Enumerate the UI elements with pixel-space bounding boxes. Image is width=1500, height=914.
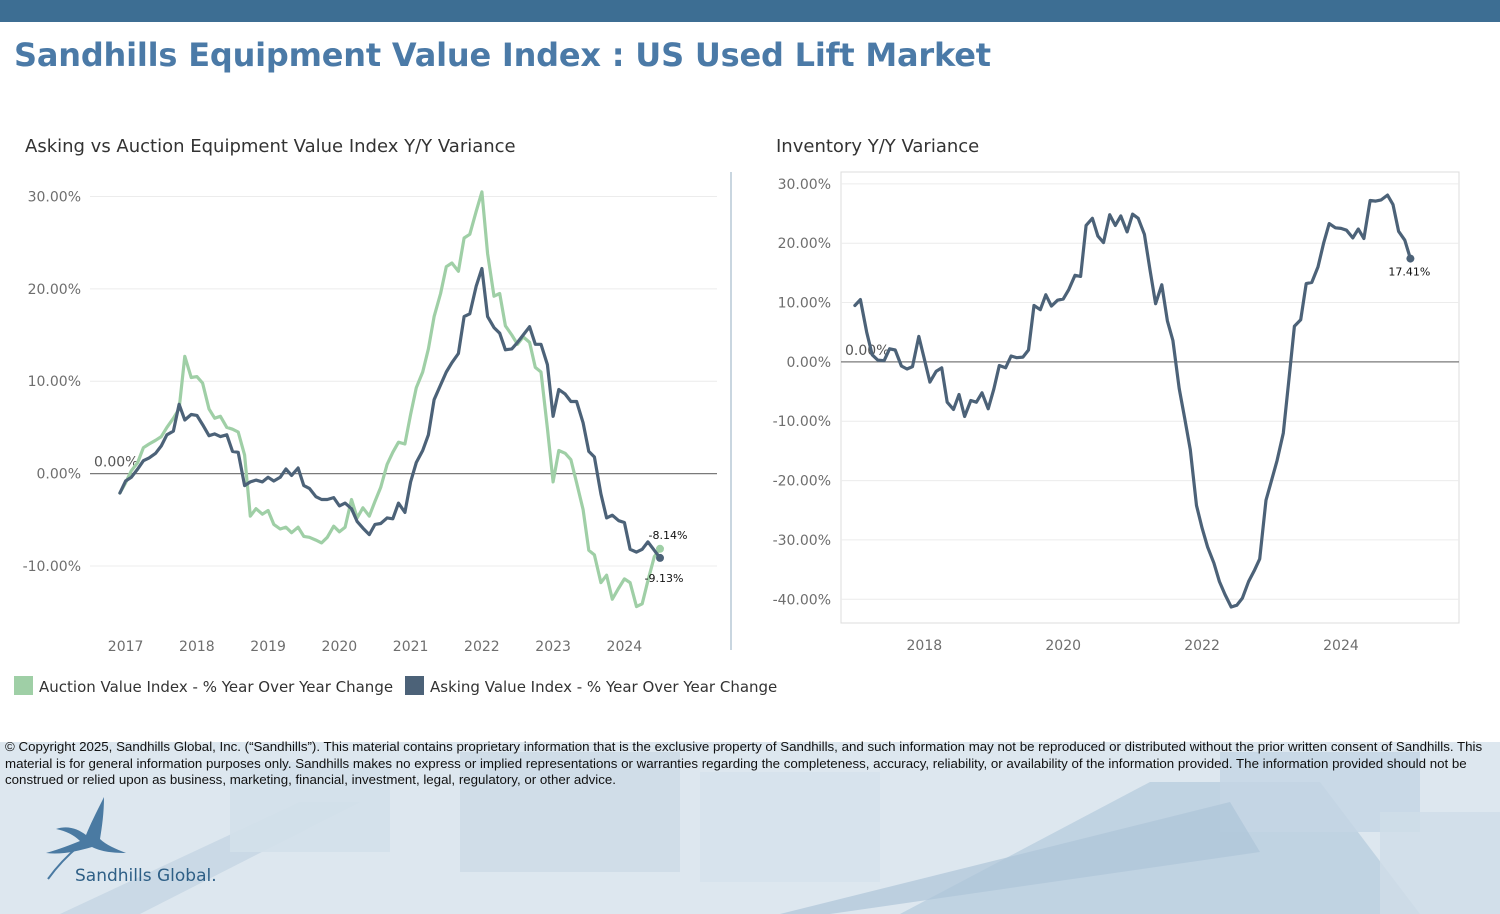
right-chart-x-tick-label: 2018 (907, 638, 943, 654)
brand-name: Sandhills Global. (75, 866, 217, 886)
right-chart-x-tick-label: 2020 (1045, 638, 1081, 654)
right-chart-y-tick-label: -20.00% (773, 474, 831, 490)
left-chart-series-auction-end-point[interactable] (656, 544, 664, 553)
right-chart-x-tick-label: 2022 (1184, 638, 1220, 654)
legend-swatch-asking (405, 676, 424, 695)
charts-canvas: -10.00% 0.00% 10.00% 20.00% 30.00% 2017 2018 20… (23, 171, 1460, 655)
left-chart-series-asking-end-point[interactable] (656, 553, 664, 562)
page-title: Sandhills Equipment Value Index : US Use… (14, 36, 991, 74)
legend-item-auction[interactable]: Auction Value Index - % Year Over Year C… (14, 676, 393, 696)
left-chart-y-tick-label: 30.00% (28, 189, 81, 205)
right-chart-plot: -40.00% -30.00% -20.00% -10.00% 0.00% 10.00% 2… (773, 171, 1460, 654)
left-chart-series-asking-end-label: -9.13% (645, 572, 684, 585)
sandhills-crane-logo-icon (46, 797, 126, 880)
left-chart-y-tick-label: 20.00% (28, 282, 81, 298)
right-chart-y-tick-label: 30.00% (778, 177, 831, 193)
footer-background (0, 742, 1500, 914)
right-chart-x-tick-label: 2024 (1323, 638, 1359, 654)
legend-swatch-auction (14, 676, 33, 695)
left-chart-y-tick-label: 0.00% (37, 467, 81, 483)
left-chart-x-tick-label: 2024 (607, 639, 643, 655)
left-chart-y-tick-label: -10.00% (23, 559, 81, 575)
right-chart-y-tick-label: -30.00% (773, 533, 831, 549)
footer-background-photo (0, 742, 1500, 914)
left-chart-x-tick-label: 2018 (179, 639, 215, 655)
left-chart-x-tick-label: 2019 (250, 639, 286, 655)
right-chart-series-inventory-end-point[interactable] (1406, 254, 1415, 263)
left-chart-x-tick-label: 2023 (535, 639, 571, 655)
left-chart-zero-label: 0.00% (94, 455, 138, 471)
left-chart-x-tick-label: 2022 (464, 639, 500, 655)
left-chart-series-auction-end-label: -8.14% (649, 529, 688, 542)
right-chart-plot-frame (840, 171, 1460, 624)
left-chart-y-tick-label: 10.00% (28, 374, 81, 390)
right-chart-series-inventory-end-label: 17.41% (1388, 266, 1430, 279)
left-chart-x-tick-label: 2017 (108, 639, 144, 655)
right-chart-y-tick-label: 10.00% (778, 296, 831, 312)
top-banner (0, 0, 1500, 22)
right-chart-y-tick-label: -40.00% (773, 592, 831, 608)
right-chart-zero-label: 0.00% (845, 343, 889, 359)
left-chart-x-tick-label: 2021 (393, 639, 429, 655)
left-chart-series-asking-line[interactable] (118, 266, 662, 560)
left-chart-title: Asking vs Auction Equipment Value Index … (25, 136, 516, 157)
legend-item-asking[interactable]: Asking Value Index - % Year Over Year Ch… (405, 676, 777, 696)
left-chart-x-tick-label: 2020 (322, 639, 358, 655)
right-chart-y-tick-label: 0.00% (787, 355, 831, 371)
left-chart-plot: -10.00% 0.00% 10.00% 20.00% 30.00% 2017 2018 20… (23, 189, 717, 655)
right-chart-y-tick-label: 20.00% (778, 236, 831, 252)
right-chart-title: Inventory Y/Y Variance (776, 136, 980, 157)
copyright-notice: © Copyright 2025, Sandhills Global, Inc.… (5, 739, 1483, 788)
right-chart-y-tick-label: -10.00% (773, 414, 831, 430)
legend-label-asking: Asking Value Index - % Year Over Year Ch… (430, 678, 778, 696)
legend-label-auction: Auction Value Index - % Year Over Year C… (39, 678, 394, 696)
left-chart-series-auction-line[interactable] (118, 190, 662, 609)
right-chart-series-inventory-line[interactable] (853, 193, 1413, 609)
